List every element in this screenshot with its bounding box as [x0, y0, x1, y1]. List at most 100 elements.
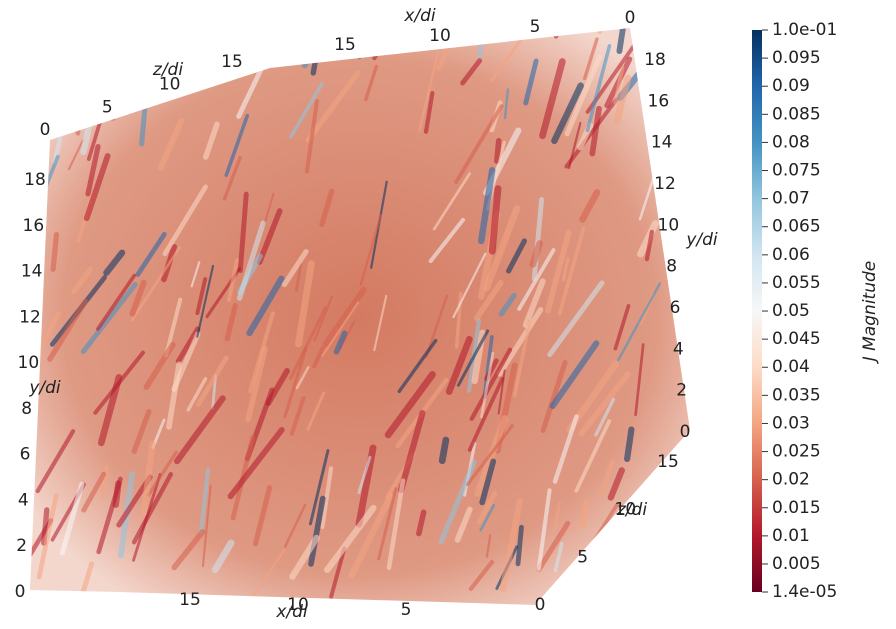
- streak: [157, 118, 185, 171]
- streak: [357, 28, 383, 60]
- axis-tick-label: 4: [673, 339, 684, 359]
- streak: [515, 524, 524, 567]
- streak: [35, 429, 76, 494]
- streak: [256, 208, 283, 265]
- streak: [85, 143, 101, 197]
- streak: [682, 87, 690, 143]
- axis-tick-label: 0: [535, 595, 546, 615]
- axis-tick-label: 0: [40, 120, 51, 140]
- axis-tick-label: 15: [179, 590, 201, 610]
- streak: [539, 58, 566, 140]
- streak: [285, 28, 308, 39]
- axis-tick-label: 12: [654, 174, 676, 194]
- streak: [479, 458, 497, 506]
- streak: [616, 282, 662, 362]
- streak: [536, 488, 552, 571]
- streak: [250, 548, 286, 599]
- axis-tick-label: 0: [680, 422, 691, 442]
- streak: [75, 108, 83, 136]
- streak: [265, 368, 290, 406]
- streak: [227, 427, 285, 500]
- streak: [103, 249, 126, 276]
- streak: [146, 450, 178, 497]
- axis-tick-label: 14: [21, 262, 43, 282]
- streak: [613, 74, 632, 125]
- streak: [582, 37, 599, 81]
- streak: [202, 121, 220, 160]
- axis-tick-label: 5: [401, 600, 412, 620]
- streak: [397, 338, 438, 394]
- streak: [469, 347, 513, 421]
- colorbar-tick-label: 0.07: [772, 189, 810, 209]
- streak: [445, 335, 473, 395]
- streak: [283, 347, 308, 419]
- streak: [545, 229, 572, 314]
- colorbar-tick-label: 0.035: [772, 385, 821, 405]
- streak: [489, 39, 522, 83]
- axis-tick-label: 16: [23, 216, 45, 236]
- streak: [456, 329, 490, 387]
- streak: [166, 361, 182, 430]
- streak: [384, 371, 436, 439]
- streak: [656, 28, 664, 54]
- colorbar-tick-label: 0.03: [772, 413, 810, 433]
- streak: [195, 277, 208, 316]
- colorbar-tick-label: 0.015: [772, 498, 821, 518]
- streak: [245, 346, 268, 423]
- streak: [488, 185, 502, 255]
- streak: [574, 419, 612, 493]
- axis-tick-label: 6: [20, 445, 31, 465]
- streak: [295, 262, 303, 293]
- axis-tick-label: 10: [18, 353, 40, 373]
- colorbar-tick-label: 0.045: [772, 329, 821, 349]
- streak: [36, 493, 59, 580]
- streak: [364, 64, 379, 102]
- streak: [553, 28, 605, 39]
- streak: [313, 295, 333, 342]
- streak: [529, 240, 543, 268]
- streak: [496, 307, 544, 377]
- streak: [57, 28, 86, 86]
- streak: [512, 319, 532, 398]
- streak: [162, 184, 208, 257]
- streak: [553, 542, 564, 573]
- streak: [38, 310, 61, 350]
- streak: [536, 520, 571, 572]
- streak: [131, 472, 174, 545]
- streak: [301, 28, 315, 69]
- axis-title: y/di: [685, 230, 718, 250]
- streak: [110, 28, 139, 78]
- streak: [224, 302, 238, 342]
- streak: [47, 299, 88, 362]
- streak: [129, 279, 147, 317]
- colorbar-tick-label: 0.065: [772, 217, 821, 237]
- axis-title: y/di: [28, 378, 61, 398]
- streak: [195, 355, 229, 407]
- streak: [499, 498, 523, 592]
- axis-tick-label: 10: [615, 500, 637, 520]
- streak: [465, 424, 514, 486]
- streak: [540, 359, 568, 433]
- streak: [237, 191, 249, 273]
- streak: [473, 280, 504, 321]
- streak: [551, 82, 584, 145]
- axis-tick-label: 10: [159, 75, 181, 95]
- axis-tick-label: 15: [221, 52, 243, 72]
- colorbar: [752, 30, 762, 592]
- streak: [226, 258, 239, 303]
- streak: [81, 471, 107, 513]
- streak: [659, 461, 690, 544]
- streak: [30, 76, 48, 102]
- streak: [210, 28, 236, 38]
- axis-tick-label: 10: [287, 595, 309, 615]
- streak: [607, 467, 625, 501]
- streak: [659, 28, 689, 48]
- streak: [476, 490, 498, 525]
- streak: [110, 93, 125, 121]
- streak: [171, 528, 206, 571]
- axis-tick-label: 12: [19, 307, 41, 327]
- streak: [398, 409, 426, 494]
- colorbar-tick-label: 0.04: [772, 357, 810, 377]
- colorbar-tick-label: 0.08: [772, 132, 810, 152]
- streak: [281, 249, 309, 288]
